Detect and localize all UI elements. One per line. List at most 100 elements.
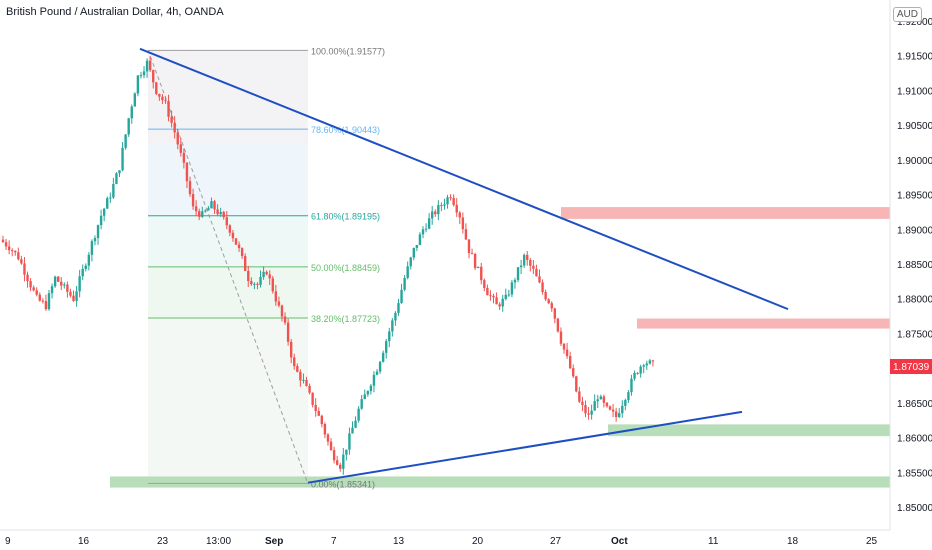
candle-body — [112, 183, 115, 198]
candle-body — [44, 301, 48, 310]
candle-body — [519, 265, 523, 268]
candle-body — [280, 305, 284, 317]
candle-body — [369, 385, 373, 392]
candle-body — [10, 250, 14, 252]
fib-background — [148, 50, 308, 484]
price-axis[interactable]: 1.92000 1.91500 1.91000 1.90500 1.90000 1.895… — [889, 0, 932, 530]
candle-body — [268, 274, 271, 279]
candle-body — [253, 283, 256, 285]
candle-body — [345, 449, 348, 455]
ascending-trendline[interactable] — [307, 410, 743, 484]
candle-body — [201, 211, 204, 217]
candle-body — [427, 218, 431, 229]
candle-body — [400, 289, 403, 304]
candle-body — [648, 360, 652, 364]
candle-body — [415, 244, 419, 248]
time-tick: 13:00 — [206, 536, 231, 547]
candle-body — [148, 60, 152, 71]
price-tick: 1.90000 — [897, 156, 932, 167]
candle-body — [645, 363, 649, 366]
candle-body — [136, 75, 140, 94]
candle-body — [231, 232, 235, 239]
candle-body — [87, 254, 91, 266]
time-axis[interactable]: 9 16 23 13:00 Sep 7 13 20 27 Oct 11 18 2… — [0, 529, 890, 547]
time-tick: Sep — [265, 536, 283, 547]
candle-body — [179, 144, 183, 153]
price-tick: 1.85000 — [897, 503, 932, 514]
price-tick: 1.87500 — [897, 329, 932, 340]
candle-body — [326, 434, 330, 442]
support-zone-upper[interactable] — [608, 424, 890, 437]
symbol-title[interactable]: British Pound / Australian Dollar, 4h, O… — [6, 6, 224, 18]
candle-body — [225, 217, 228, 226]
candle-body — [256, 283, 259, 285]
support-zone-lower[interactable] — [110, 476, 890, 488]
candle-body — [464, 229, 468, 240]
candle-body — [476, 266, 480, 269]
candle-body — [305, 379, 308, 386]
candle-body — [142, 71, 146, 76]
fib-level-label: 78.60%(1.90443) — [311, 125, 380, 135]
candle-body — [56, 276, 60, 282]
price-axis-ticks: 1.92000 1.91500 1.91000 1.90500 1.90000 1.895… — [897, 17, 932, 514]
candle-body — [20, 259, 23, 264]
candle-body — [372, 374, 376, 386]
candle-body — [204, 210, 207, 212]
price-tick: 1.88500 — [897, 260, 932, 271]
candle-body — [121, 147, 124, 171]
candle-body — [605, 402, 609, 407]
candle-body — [210, 201, 213, 209]
candle-body — [639, 366, 642, 374]
candle-body — [532, 265, 535, 269]
candle-body — [590, 410, 593, 415]
currency-badge[interactable]: AUD — [892, 7, 922, 22]
candle-body — [47, 293, 51, 310]
candle-body — [335, 460, 339, 465]
candle-body — [608, 406, 612, 410]
time-tick: 18 — [787, 536, 799, 547]
candle-body — [394, 312, 397, 321]
candle-body — [293, 357, 296, 367]
candle-body — [562, 343, 566, 350]
fib-zone-78-61 — [148, 143, 308, 215]
candle-body — [194, 206, 198, 212]
candle-body — [452, 197, 455, 205]
candle-body — [409, 257, 412, 267]
price-tick: 1.92000 — [897, 17, 932, 28]
resistance-zone-upper[interactable] — [561, 207, 890, 219]
candle-body — [133, 93, 137, 107]
candle-body — [651, 360, 655, 362]
price-tick: 1.91000 — [897, 86, 932, 97]
candle-body — [636, 372, 639, 374]
candle-body — [366, 391, 370, 395]
candle-body — [167, 100, 170, 117]
time-tick: 9 — [5, 536, 11, 547]
candle-body — [139, 75, 143, 77]
candle-body — [78, 276, 81, 292]
candle-body — [191, 194, 195, 207]
descending-trendline[interactable] — [139, 47, 789, 311]
price-tick: 1.85500 — [897, 468, 932, 479]
fib-level-label: 0.00%(1.85341) — [311, 479, 375, 489]
candle-body — [317, 411, 320, 416]
candle-body — [219, 212, 222, 215]
candle-body — [274, 291, 278, 302]
candle-body — [329, 441, 333, 451]
candle-body — [434, 211, 437, 215]
current-price-label: 1.87039 — [893, 362, 930, 373]
candle-body — [118, 170, 121, 174]
fibonacci-retracement[interactable]: 100.00%(1.91577) 78.60%(1.90443) 61.80%(1.… — [148, 46, 385, 489]
candle-body — [529, 259, 532, 266]
trendlines-layer[interactable] — [139, 47, 789, 484]
candle-body — [41, 300, 45, 302]
candle-body — [513, 279, 517, 283]
candle-body — [286, 322, 290, 342]
candle-body — [311, 392, 314, 405]
candle-body — [480, 266, 483, 281]
candle-body — [222, 212, 225, 218]
price-tick: 1.86000 — [897, 434, 932, 445]
candle-body — [458, 212, 461, 218]
candle-body — [66, 284, 69, 292]
resistance-zone-lower[interactable] — [637, 318, 890, 329]
